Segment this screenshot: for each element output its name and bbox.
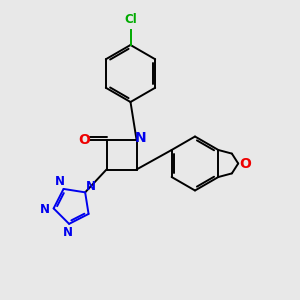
Text: N: N xyxy=(40,203,50,216)
Text: N: N xyxy=(135,131,146,145)
Text: N: N xyxy=(55,175,65,188)
Text: Cl: Cl xyxy=(124,14,137,26)
Text: O: O xyxy=(78,133,90,146)
Text: N: N xyxy=(86,180,96,193)
Text: O: O xyxy=(239,157,251,170)
Text: N: N xyxy=(63,226,73,239)
